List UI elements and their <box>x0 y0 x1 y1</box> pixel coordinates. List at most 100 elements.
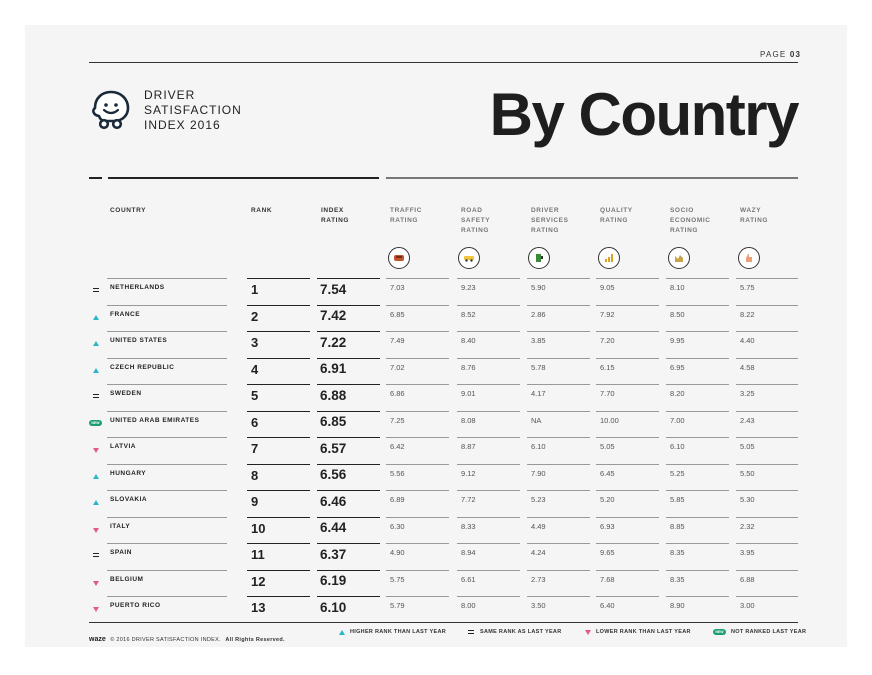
country-name: SPAIN <box>110 549 132 556</box>
traffic-rating-value: 7.03 <box>390 283 405 292</box>
traffic-rating-value: 6.85 <box>390 309 405 319</box>
country-name: UNITED ARAB EMIRATES <box>110 416 200 424</box>
wazy-rating-value: 5.30 <box>740 495 755 504</box>
rank-value: 9 <box>251 494 259 509</box>
row-divider <box>666 463 729 465</box>
socio-economic-rating-value: 6.95 <box>670 362 685 372</box>
row-divider <box>736 463 798 465</box>
row-divider <box>107 569 227 571</box>
row-divider <box>107 410 227 412</box>
row-divider <box>666 516 729 518</box>
index-rating-value: 6.37 <box>320 546 347 562</box>
row-divider <box>596 516 659 518</box>
row-divider <box>736 543 798 544</box>
row-divider <box>107 278 227 279</box>
row-divider <box>736 569 798 571</box>
header-traffic: TRAFFIC RATING <box>390 207 422 224</box>
socio-economic-rating-value: 8.10 <box>670 283 685 292</box>
rank-value: 10 <box>251 520 266 536</box>
row-divider <box>457 596 520 597</box>
legend-down-label: LOWER RANK THAN LAST YEAR <box>596 629 691 635</box>
traffic-rating-value: 6.42 <box>390 442 405 451</box>
row-divider <box>317 331 380 332</box>
row-divider <box>247 331 310 332</box>
row-divider <box>107 437 227 438</box>
row-divider <box>457 304 520 306</box>
row-divider <box>666 410 729 412</box>
row-divider <box>247 569 310 571</box>
row-divider <box>317 357 380 359</box>
row-divider <box>527 331 590 332</box>
row-divider <box>736 437 798 438</box>
row-divider <box>666 304 729 306</box>
traffic-rating-value: 5.75 <box>390 574 405 584</box>
traffic-rating-value: 6.30 <box>390 521 405 531</box>
index-rating-value: 6.44 <box>320 520 347 535</box>
row-divider <box>736 596 798 597</box>
driver-services-rating-value: 4.49 <box>531 521 546 531</box>
index-rating-value: 6.19 <box>320 573 347 588</box>
row-divider <box>527 384 590 385</box>
row-divider <box>107 384 227 385</box>
row-divider <box>386 304 449 306</box>
row-divider <box>666 437 729 438</box>
row-divider <box>527 596 590 597</box>
quality-rating-value: 7.20 <box>600 336 615 345</box>
traffic-rating-value: 7.02 <box>390 362 405 372</box>
row-divider <box>457 384 520 385</box>
row-divider <box>527 543 590 544</box>
rank-value: 12 <box>251 573 266 589</box>
socio-economic-rating-value: 5.25 <box>670 468 685 478</box>
row-divider <box>386 596 449 597</box>
row-divider <box>317 304 380 306</box>
country-name: ITALY <box>110 522 131 530</box>
row-divider <box>247 410 310 412</box>
road-safety-rating-value: 7.72 <box>461 495 476 504</box>
row-divider <box>247 384 310 385</box>
driver-services-rating-value: 6.10 <box>531 442 546 451</box>
row-divider <box>317 543 380 544</box>
quality-rating-value: 6.93 <box>600 521 615 531</box>
rank-down-icon <box>93 448 99 453</box>
socio-economic-rating-value: 8.85 <box>670 521 685 531</box>
socio-economic-rating-value: 9.95 <box>670 336 685 345</box>
road-safety-rating-value: 8.33 <box>461 521 476 531</box>
rank-value: 8 <box>251 467 259 483</box>
rank-value: 7 <box>251 441 259 456</box>
index-rating-value: 6.10 <box>320 599 347 615</box>
country-name: CZECH REPUBLIC <box>110 363 175 371</box>
driver-services-rating-value: 5.90 <box>531 283 546 292</box>
row-divider <box>107 490 227 491</box>
index-rating-value: 6.57 <box>320 440 347 456</box>
road-safety-rating-value: 8.76 <box>461 362 476 372</box>
driver-services-rating-value: 3.50 <box>531 601 546 610</box>
row-divider <box>527 490 590 491</box>
row-divider <box>736 278 798 279</box>
header-driver-services: DRIVER SERVICES RATING <box>531 207 569 234</box>
row-divider <box>457 410 520 412</box>
header-index-rating: INDEX RATING <box>321 207 350 224</box>
index-rating-value: 6.56 <box>320 467 347 482</box>
wazy-rating-value: 5.75 <box>740 283 755 292</box>
wazy-rating-value: 6.88 <box>740 574 755 584</box>
row-divider <box>386 463 449 465</box>
quality-rating-value: 9.05 <box>600 283 615 292</box>
legend-down-icon <box>585 630 591 635</box>
row-divider <box>386 437 449 438</box>
row-divider <box>596 384 659 385</box>
legend-up-label: HIGHER RANK THAN LAST YEAR <box>350 629 447 635</box>
legend-new-label: NOT RANKED LAST YEAR <box>731 629 807 635</box>
row-divider <box>596 304 659 306</box>
socio-economic-rating-value: 8.35 <box>670 548 685 557</box>
wazy-rating-value: 4.40 <box>740 336 755 345</box>
row-divider <box>247 357 310 359</box>
row-divider <box>457 543 520 544</box>
country-name: SLOVAKIA <box>110 496 148 503</box>
rank-up-icon <box>93 341 99 346</box>
row-divider <box>666 543 729 544</box>
legend-up-icon <box>339 630 345 635</box>
rule-left <box>108 177 379 179</box>
country-name: SWEDEN <box>110 390 142 397</box>
row-divider <box>736 490 798 491</box>
traffic-rating-value: 4.90 <box>390 548 405 557</box>
